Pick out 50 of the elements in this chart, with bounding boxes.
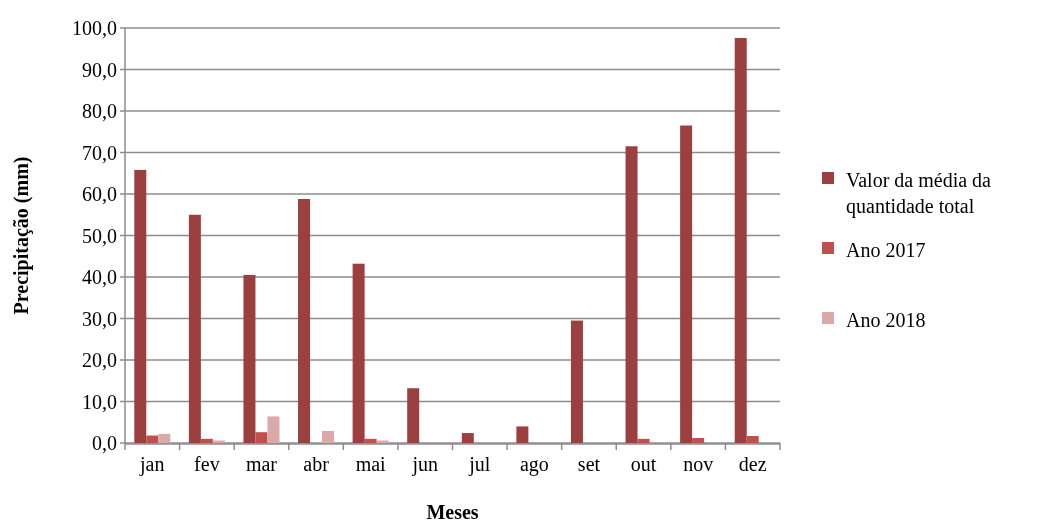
x-tick-label: jun: [411, 453, 438, 476]
bar: [625, 146, 638, 443]
bar: [680, 125, 693, 443]
bar: [200, 438, 213, 443]
y-tick-label: 70,0: [82, 141, 117, 164]
x-tick-label: ago: [519, 453, 549, 476]
x-tick-label: mar: [245, 453, 278, 475]
y-tick-label: 0,0: [92, 432, 117, 454]
y-tick-label: 30,0: [82, 307, 117, 330]
x-tick-label: fev: [194, 453, 220, 475]
x-tick-label: jan: [139, 453, 165, 476]
bar: [298, 198, 311, 443]
bar: [734, 37, 747, 443]
y-tick-label: 90,0: [82, 58, 117, 81]
bar: [407, 388, 420, 443]
bar: [322, 430, 335, 443]
x-axis-title: Meses: [426, 501, 479, 523]
bar: [267, 416, 280, 443]
bar: [255, 432, 268, 443]
bar: [746, 435, 759, 443]
bar: [692, 438, 705, 443]
bar: [352, 263, 365, 443]
bar: [134, 169, 147, 443]
y-tick-label: 100,0: [72, 17, 117, 39]
bar: [570, 320, 583, 443]
x-tick-label: set: [577, 453, 601, 475]
y-axis-title: Precipitação (mm): [10, 156, 33, 315]
x-tick-label: abr: [303, 453, 330, 475]
bar: [188, 214, 201, 443]
x-tick-label: dez: [738, 453, 767, 475]
x-tick-label: out: [630, 453, 657, 475]
bar: [158, 433, 171, 443]
y-tick-label: 80,0: [82, 100, 117, 122]
x-tick-label: mai: [355, 453, 387, 475]
legend-label: Ano 2018: [846, 309, 926, 331]
y-tick-label: 40,0: [82, 266, 117, 288]
y-tick-label: 60,0: [82, 183, 117, 205]
bar: [461, 433, 474, 443]
y-tick-label: 20,0: [82, 349, 117, 371]
bar: [243, 274, 256, 443]
bar: [637, 438, 650, 443]
y-tick-label: 50,0: [82, 224, 117, 247]
x-tick-label: nov: [683, 453, 714, 475]
y-tick-label: 10,0: [82, 390, 117, 413]
bar: [516, 426, 529, 443]
bar: [364, 438, 377, 443]
bar: [146, 435, 159, 443]
legend-label: Valor da média da quantidade total: [846, 169, 992, 218]
legend-label: Ano 2017: [846, 239, 926, 261]
x-tick-label: jul: [468, 453, 491, 476]
